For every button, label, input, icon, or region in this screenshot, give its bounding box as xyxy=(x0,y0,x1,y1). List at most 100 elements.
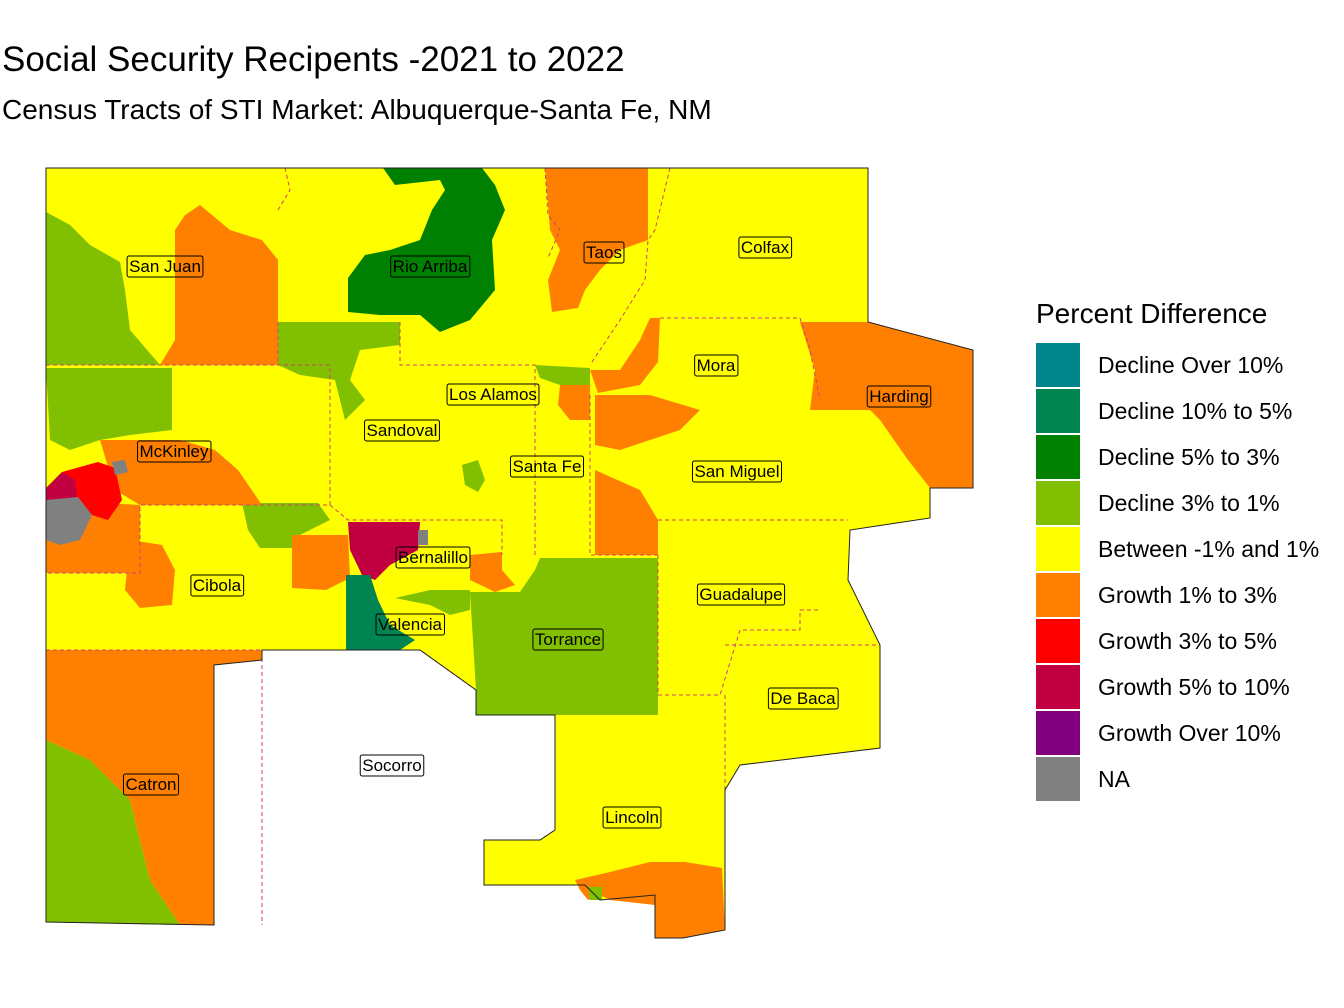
region-na-small xyxy=(112,460,128,475)
county-label-valencia: Valencia xyxy=(375,613,446,636)
region-sanjuan-orange xyxy=(160,205,278,365)
county-label-box xyxy=(190,574,245,597)
legend-item: Between -1% and 1% xyxy=(1036,526,1344,572)
county-label-harding: Harding xyxy=(866,385,932,408)
legend-label: Decline 10% to 5% xyxy=(1098,397,1293,424)
county-labels: San Juan Rio Arriba Taos Colfax Mora Harding L… xyxy=(122,236,932,829)
county-label-text: Taos xyxy=(586,243,622,262)
legend-swatch xyxy=(1036,619,1080,663)
region-crimson xyxy=(46,472,78,505)
legend-swatch xyxy=(1036,389,1080,433)
county-label-lincoln: Lincoln xyxy=(602,806,662,829)
county-label-santa-fe: Santa Fe xyxy=(510,455,584,478)
county-label-de-baca: De Baca xyxy=(767,687,839,710)
county-label-text: Mora xyxy=(697,356,736,375)
legend-label: Decline 5% to 3% xyxy=(1098,443,1280,470)
legend-label: Decline Over 10% xyxy=(1098,351,1284,378)
region-mckinley-orange xyxy=(100,440,262,505)
region-rioarriba-darkgreen xyxy=(348,168,505,332)
county-label-text: Valencia xyxy=(378,615,442,634)
legend-swatch xyxy=(1036,481,1080,525)
region-harding-orange xyxy=(800,322,973,488)
region-cibola-orange-blob xyxy=(125,540,175,608)
state-outline xyxy=(45,167,974,939)
county-label-socorro: Socorro xyxy=(359,754,425,777)
county-label-box xyxy=(694,354,739,377)
region-eastsantafe-orange xyxy=(595,470,658,555)
region-na xyxy=(46,497,92,545)
region-mora-orange xyxy=(590,318,660,393)
region-catron-green xyxy=(46,740,180,925)
county-label-text: Los Alamos xyxy=(449,385,537,404)
county-label-box xyxy=(390,255,471,278)
county-label-text: Colfax xyxy=(741,238,790,257)
legend-item: Decline 5% to 3% xyxy=(1036,434,1344,480)
legend-swatch xyxy=(1036,757,1080,801)
county-label-box xyxy=(126,255,204,278)
map-title: Social Security Recipents -2021 to 2022 xyxy=(2,40,625,79)
region-valencia-green xyxy=(395,590,470,615)
county-label-box xyxy=(446,383,540,406)
county-label-box xyxy=(510,455,584,478)
legend-item: Growth 3% to 5% xyxy=(1036,618,1344,664)
legend-item: Growth 1% to 3% xyxy=(1036,572,1344,618)
county-label-catron: Catron xyxy=(122,773,180,796)
region-sanjuan-green xyxy=(46,212,160,365)
county-label-box xyxy=(137,440,212,463)
region-torrance-green xyxy=(470,558,658,715)
county-label-text: San Juan xyxy=(129,257,201,276)
legend-item: Growth 5% to 10% xyxy=(1036,664,1344,710)
legend-swatch xyxy=(1036,435,1080,479)
region-sandoval-green-small xyxy=(462,460,485,492)
map-subtitle: Census Tracts of STI Market: Albuquerque… xyxy=(2,94,712,125)
county-label-text: Sandoval xyxy=(367,421,438,440)
legend-label: Between -1% and 1% xyxy=(1098,535,1320,562)
county-label-text: Guadalupe xyxy=(699,585,782,604)
tract-regions xyxy=(46,168,973,938)
region-lincoln-orange xyxy=(575,862,725,938)
county-label-text: Bernalillo xyxy=(398,548,468,567)
legend-swatch xyxy=(1036,343,1080,387)
county-label-san-juan: San Juan xyxy=(126,255,204,278)
county-label-box xyxy=(532,628,604,651)
county-label-text: Lincoln xyxy=(605,808,659,827)
county-label-text: Torrance xyxy=(535,630,601,649)
region-sanmiguel-orange xyxy=(595,395,700,450)
region-catron-orange xyxy=(46,650,262,925)
county-label-mckinley: McKinley xyxy=(137,440,212,463)
county-label-box xyxy=(602,806,662,829)
region-valencia-teal xyxy=(346,575,415,650)
county-label-text: Santa Fe xyxy=(513,457,582,476)
region-cibola-green xyxy=(242,503,330,548)
county-label-cibola: Cibola xyxy=(190,574,245,597)
choropleth-map: San Juan Rio Arriba Taos Colfax Mora Harding L… xyxy=(45,167,974,939)
county-label-box xyxy=(359,754,425,777)
county-label-box xyxy=(122,773,180,796)
county-label-guadalupe: Guadalupe xyxy=(696,583,786,606)
region-santafe-green xyxy=(535,365,590,385)
region-taos-orange xyxy=(545,168,648,312)
county-label-san-miguel: San Miguel xyxy=(691,460,783,483)
legend-label: NA xyxy=(1098,765,1130,792)
region-santafe-orange xyxy=(558,385,590,420)
county-label-taos: Taos xyxy=(583,241,625,264)
county-label-text: San Miguel xyxy=(694,462,779,481)
county-label-mora: Mora xyxy=(694,354,739,377)
legend-label: Growth Over 10% xyxy=(1098,719,1281,746)
legend-item: Growth Over 10% xyxy=(1036,710,1344,756)
county-label-colfax: Colfax xyxy=(738,236,793,259)
county-label-box xyxy=(767,687,839,710)
county-label-box xyxy=(691,460,783,483)
county-label-rio-arriba: Rio Arriba xyxy=(390,255,471,278)
county-label-box xyxy=(395,546,471,569)
legend-swatch xyxy=(1036,665,1080,709)
county-label-bernalillo: Bernalillo xyxy=(395,546,471,569)
region-bernalillo-grey xyxy=(418,530,428,545)
legend-title: Percent Difference xyxy=(1036,298,1268,329)
legend-label: Decline 3% to 1% xyxy=(1098,489,1280,516)
legend-label: Growth 1% to 3% xyxy=(1098,581,1277,608)
county-label-text: Catron xyxy=(125,775,176,794)
region-bernalillo-crimson xyxy=(348,522,420,580)
legend: Percent Difference Decline Over 10% Decli… xyxy=(1036,298,1344,802)
legend-swatch xyxy=(1036,711,1080,755)
